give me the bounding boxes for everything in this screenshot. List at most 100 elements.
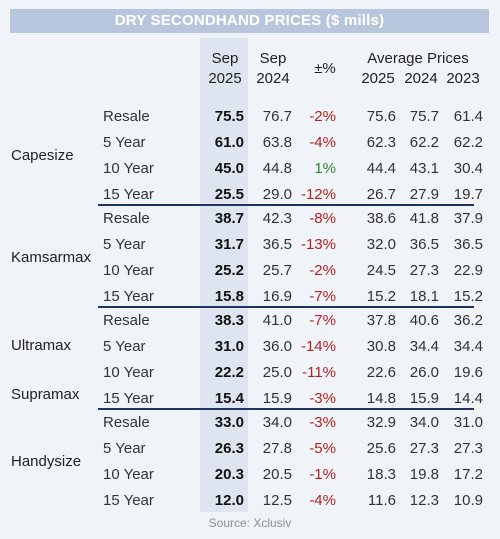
group-label-secondary: Supramax — [11, 386, 80, 403]
header-avg-2025: 2025 — [361, 70, 395, 87]
cell-avg2024: 12.3 — [409, 492, 439, 509]
cell-avg2024: 62.2 — [409, 134, 439, 151]
cell-avg2023: 30.4 — [453, 160, 483, 177]
row-term: 10 Year — [103, 262, 154, 279]
cell-avg2025: 44.4 — [366, 160, 396, 177]
cell-sep2025: 33.0 — [214, 414, 244, 431]
cell-change: -13% — [300, 236, 336, 253]
cell-avg2025: 14.8 — [366, 390, 396, 407]
cell-avg2024: 36.5 — [409, 236, 439, 253]
row-term: 15 Year — [103, 186, 154, 203]
row-term: 5 Year — [103, 338, 146, 355]
row-term: 15 Year — [103, 390, 154, 407]
cell-sep2025: 31.0 — [214, 338, 244, 355]
row-term: 10 Year — [103, 466, 154, 483]
cell-avg2023: 14.4 — [453, 390, 483, 407]
cell-avg2024: 75.7 — [409, 108, 439, 125]
cell-sep2024: 36.0 — [262, 338, 292, 355]
cell-avg2023: 15.2 — [453, 288, 483, 305]
cell-sep2025: 75.5 — [214, 108, 244, 125]
row-term: Resale — [103, 108, 150, 125]
cell-sep2025: 20.3 — [214, 466, 244, 483]
cell-sep2024: 63.8 — [262, 134, 292, 151]
cell-sep2025: 25.5 — [214, 186, 244, 203]
cell-avg2023: 36.5 — [453, 236, 483, 253]
row-term: 15 Year — [103, 288, 154, 305]
cell-sep2025: 45.0 — [214, 160, 244, 177]
row-term: Resale — [103, 312, 150, 329]
cell-sep2024: 27.8 — [262, 440, 292, 457]
row-term: 10 Year — [103, 160, 154, 177]
header-change: ±% — [314, 60, 336, 77]
cell-sep2025: 38.3 — [214, 312, 244, 329]
cell-avg2023: 10.9 — [453, 492, 483, 509]
cell-sep2024: 34.0 — [262, 414, 292, 431]
header-avg-2023: 2023 — [446, 70, 480, 87]
cell-change: -7% — [309, 288, 336, 305]
cell-change: 1% — [314, 160, 336, 177]
cell-sep2024: 20.5 — [262, 466, 292, 483]
cell-avg2023: 27.3 — [453, 440, 483, 457]
group-label: Kamsarmax — [11, 249, 92, 266]
cell-change: -2% — [309, 262, 336, 279]
group-label: Ultramax — [11, 337, 72, 354]
cell-avg2025: 11.6 — [367, 492, 396, 509]
cell-avg2025: 37.8 — [366, 312, 396, 329]
cell-avg2024: 27.3 — [409, 440, 439, 457]
row-term: 15 Year — [103, 492, 154, 509]
group-label: Handysize — [11, 453, 82, 470]
sep-2025-highlight-column — [200, 38, 248, 512]
cell-change: -5% — [309, 440, 336, 457]
cell-sep2024: 44.8 — [262, 160, 292, 177]
cell-sep2025: 31.7 — [214, 236, 244, 253]
cell-avg2024: 34.4 — [409, 338, 439, 355]
cell-avg2024: 41.8 — [409, 210, 439, 227]
cell-avg2025: 22.6 — [366, 364, 396, 381]
cell-avg2024: 15.9 — [409, 390, 439, 407]
cell-avg2025: 38.6 — [366, 210, 396, 227]
cell-sep2024: 12.5 — [262, 492, 292, 509]
cell-sep2024: 41.0 — [262, 312, 292, 329]
cell-avg2023: 31.0 — [453, 414, 483, 431]
cell-change: -4% — [309, 134, 336, 151]
cell-sep2024: 15.9 — [262, 390, 292, 407]
cell-avg2023: 19.6 — [453, 364, 483, 381]
group-divider — [98, 408, 474, 410]
cell-sep2025: 25.2 — [214, 262, 244, 279]
cell-avg2024: 34.0 — [409, 414, 439, 431]
cell-avg2024: 18.1 — [409, 288, 439, 305]
cell-avg2024: 27.3 — [409, 262, 439, 279]
cell-avg2023: 36.2 — [453, 312, 483, 329]
cell-avg2024: 19.8 — [409, 466, 439, 483]
cell-avg2023: 61.4 — [453, 108, 483, 125]
cell-change: -8% — [309, 210, 336, 227]
cell-sep2025: 15.8 — [214, 288, 244, 305]
cell-change: -14% — [300, 338, 336, 355]
cell-avg2023: 34.4 — [453, 338, 483, 355]
cell-avg2024: 26.0 — [409, 364, 439, 381]
cell-avg2023: 19.7 — [453, 186, 483, 203]
header-sep2025-year: 2025 — [208, 70, 242, 87]
cell-change: -12% — [300, 186, 336, 203]
header-sep2024-year: 2024 — [256, 70, 290, 87]
cell-sep2024: 25.7 — [262, 262, 292, 279]
table-title: DRY SECONDHAND PRICES ($ mills) — [10, 9, 489, 33]
cell-sep2024: 16.9 — [262, 288, 292, 305]
cell-sep2025: 38.7 — [214, 210, 244, 227]
cell-avg2025: 75.6 — [366, 108, 396, 125]
source-note: Source: Xclusiv — [208, 516, 292, 530]
cell-avg2024: 43.1 — [409, 160, 439, 177]
cell-avg2025: 32.0 — [366, 236, 396, 253]
cell-change: -7% — [309, 312, 336, 329]
row-term: 10 Year — [103, 364, 154, 381]
header-average-prices: Average Prices — [367, 50, 469, 67]
cell-avg2025: 26.7 — [366, 186, 396, 203]
group-label: Capesize — [11, 147, 74, 164]
cell-sep2024: 36.5 — [262, 236, 292, 253]
cell-avg2023: 62.2 — [453, 134, 483, 151]
row-term: 5 Year — [103, 236, 146, 253]
row-term: 5 Year — [103, 134, 146, 151]
group-divider — [98, 204, 474, 206]
cell-change: -11% — [302, 364, 336, 381]
header-avg-2024: 2024 — [404, 70, 438, 87]
